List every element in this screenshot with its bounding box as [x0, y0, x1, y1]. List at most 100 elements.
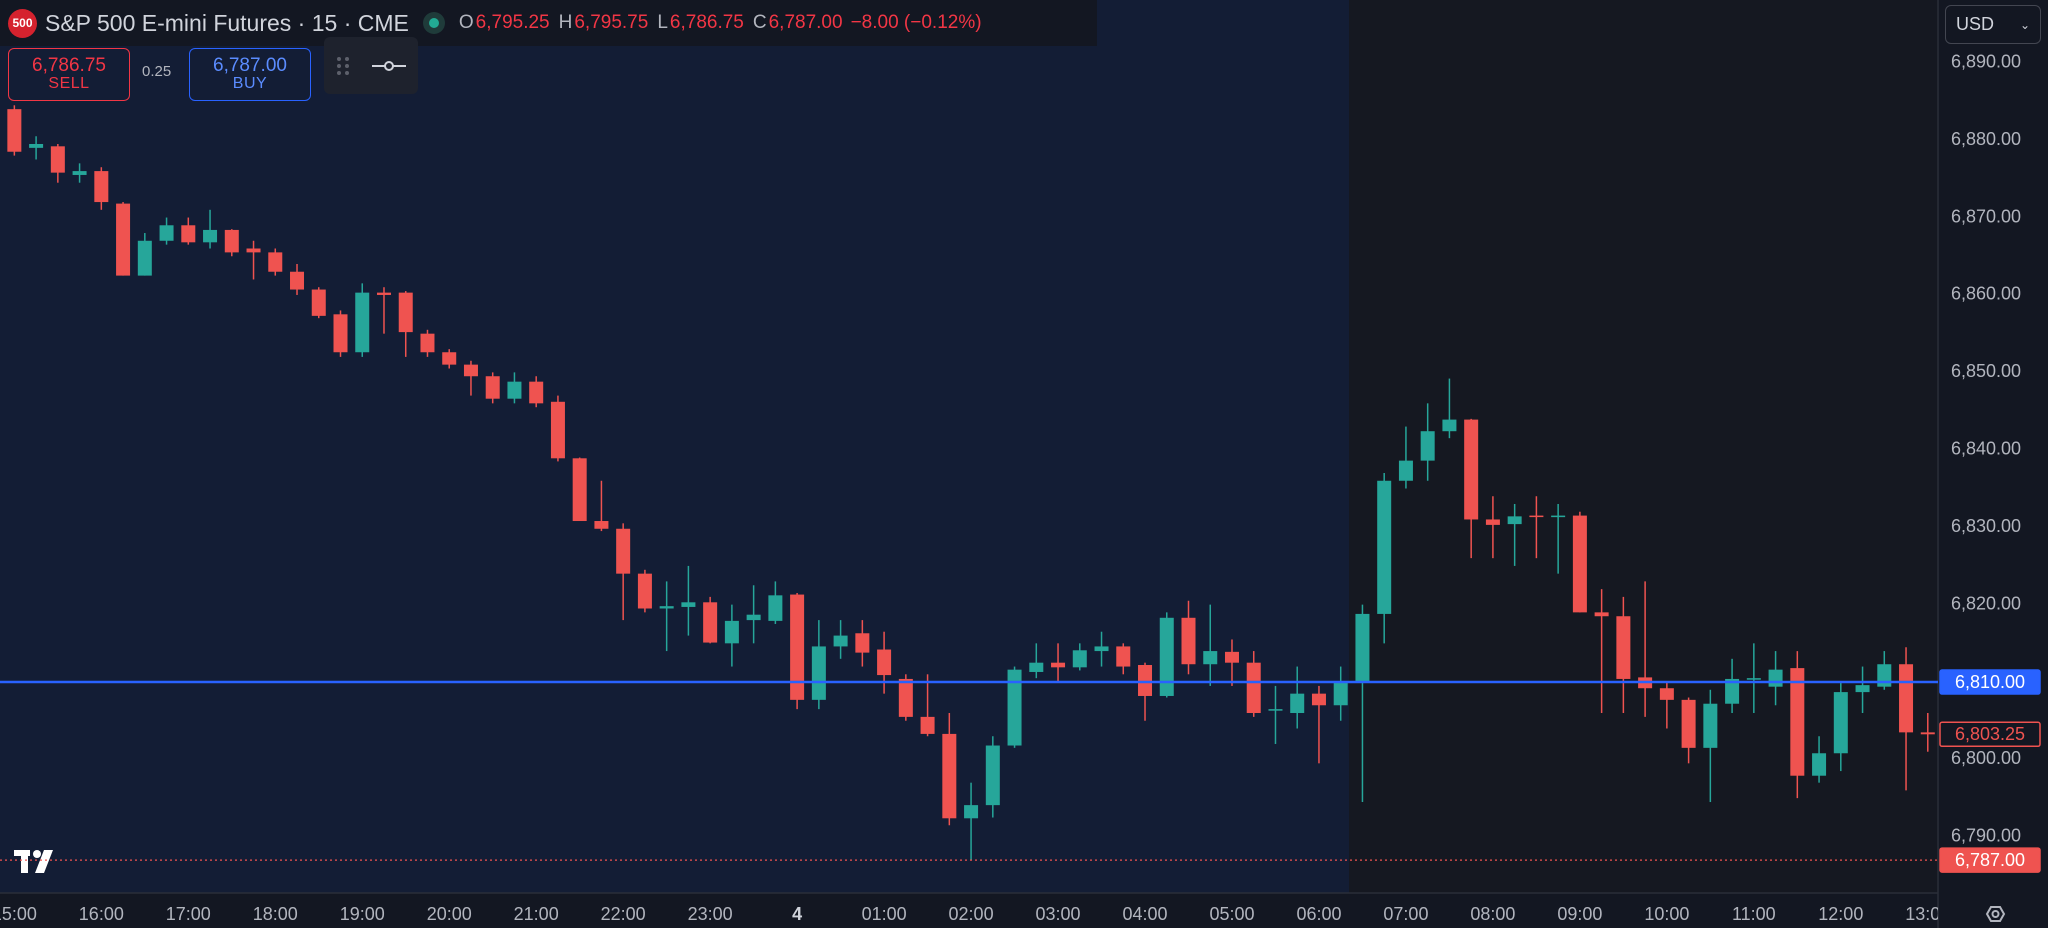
candle-body: [29, 143, 44, 148]
ohlc-key: L: [657, 12, 668, 33]
candle-body: [116, 203, 131, 276]
ohlc-value: 6,786.75: [669, 12, 744, 33]
symbol-title[interactable]: S&P 500 E-mini Futures · 15 · CME: [45, 9, 409, 36]
candle-body: [1812, 753, 1827, 776]
sell-price: 6,786.75: [32, 55, 106, 77]
candle-body: [1790, 668, 1805, 776]
candle-body: [72, 171, 87, 175]
y-tick-label: 6,880.00: [1951, 129, 2021, 149]
candle-body: [529, 381, 544, 404]
candle-body: [1920, 732, 1935, 735]
x-tick-label: 05:00: [1209, 904, 1254, 924]
y-tick-label: 6,860.00: [1951, 284, 2021, 304]
candle-body: [703, 602, 718, 643]
candle-body: [485, 376, 500, 399]
candle-body: [964, 805, 979, 819]
y-tick-label: 6,870.00: [1951, 206, 2021, 226]
candle-body: [420, 333, 435, 353]
candle-body: [1268, 709, 1283, 711]
candle-body: [1877, 664, 1892, 687]
toolbar-icons: [337, 57, 406, 75]
x-tick-label: 16:00: [79, 904, 124, 924]
candle-body: [724, 620, 739, 644]
candle-body: [1051, 662, 1066, 668]
candle-body: [855, 633, 870, 653]
candle-body: [355, 292, 370, 353]
candle-body: [920, 716, 935, 734]
x-tick-label: 02:00: [949, 904, 994, 924]
market-status[interactable]: [422, 12, 445, 34]
candle-body: [877, 649, 892, 676]
candle-body: [985, 745, 1000, 806]
candle-body: [1224, 651, 1239, 663]
candle-body: [1855, 685, 1870, 693]
x-tick-label: 23:00: [688, 904, 733, 924]
candle-body: [746, 614, 761, 621]
candle-body: [1616, 616, 1631, 679]
candle-body: [159, 225, 174, 241]
candle-body: [1899, 664, 1914, 733]
candle-body: [1094, 646, 1109, 652]
x-tick-label: 21:00: [514, 904, 559, 924]
currency: USD: [1956, 14, 1995, 34]
buy-button[interactable]: 6,787.00 BUY: [189, 48, 311, 101]
candle-body: [463, 364, 478, 377]
candle-body: [790, 594, 805, 700]
x-tick-label: 04:00: [1122, 904, 1167, 924]
plot-background: [0, 0, 1349, 893]
settings-icon[interactable]: [1985, 906, 2006, 922]
candle-body: [1203, 651, 1218, 665]
price-label-box: [1939, 847, 2041, 873]
candle-body: [572, 458, 587, 522]
candle-body: [1029, 662, 1044, 672]
currency-select[interactable]: USD ⌄: [1945, 5, 2041, 44]
candle-body: [1138, 665, 1153, 696]
candle-body: [898, 678, 913, 717]
candle-body: [594, 521, 609, 529]
tv-logo: [14, 850, 53, 873]
candle-body: [659, 606, 674, 609]
candle-body: [681, 602, 696, 607]
ohlc-value: 6,795.75: [574, 12, 649, 33]
x-tick-label: 22:00: [601, 904, 646, 924]
y-tick-label: 6,820.00: [1951, 593, 2021, 613]
y-tick-label: 6,840.00: [1951, 439, 2021, 459]
candle-body: [246, 248, 261, 253]
candle-body: [1551, 515, 1566, 518]
candle-body: [1420, 431, 1435, 461]
change: −8.00 (−0.12%): [850, 12, 982, 33]
time-axis: 15:00 16:00 17:00 18:00 19:00 20:00 21:00 22:00…: [0, 904, 1938, 924]
price-label: 6,803.25: [1955, 724, 2025, 744]
candle-body: [311, 289, 326, 316]
x-tick-label: 07:00: [1383, 904, 1428, 924]
ohlc-item: L 6,786.75: [657, 12, 744, 34]
y-tick-label: 6,890.00: [1951, 51, 2021, 71]
candle-body: [333, 314, 348, 353]
sell-button[interactable]: 6,786.75 SELL: [8, 48, 130, 101]
candle-body: [942, 733, 957, 819]
candle-body: [550, 401, 565, 459]
order-toolbar[interactable]: [324, 37, 418, 94]
ohlc-legend: O 6,795.25 H 6,795.75 L 6,786.75 C 6,787.00: [459, 12, 843, 34]
candle-body: [290, 271, 305, 290]
candle-body: [1507, 516, 1522, 525]
x-tick-label: 10:00: [1644, 904, 1689, 924]
candle-body: [1377, 480, 1392, 614]
candle-body: [1594, 612, 1609, 617]
candle-body: [398, 292, 413, 333]
ohlc-item: O 6,795.25: [459, 12, 550, 34]
candle-body: [637, 573, 652, 609]
candle-body: [1464, 419, 1479, 520]
ohlc-item: H 6,795.75: [559, 12, 649, 34]
session-background: [1349, 0, 1938, 893]
candle-body: [94, 171, 109, 203]
ohlc-key: O: [458, 12, 474, 33]
candle-body: [1355, 613, 1370, 682]
candle-body: [268, 252, 283, 272]
x-tick-label: 08:00: [1470, 904, 1515, 924]
candle-body: [1529, 515, 1544, 518]
candle-body: [1659, 688, 1674, 700]
x-tick-label: 17:00: [166, 904, 211, 924]
